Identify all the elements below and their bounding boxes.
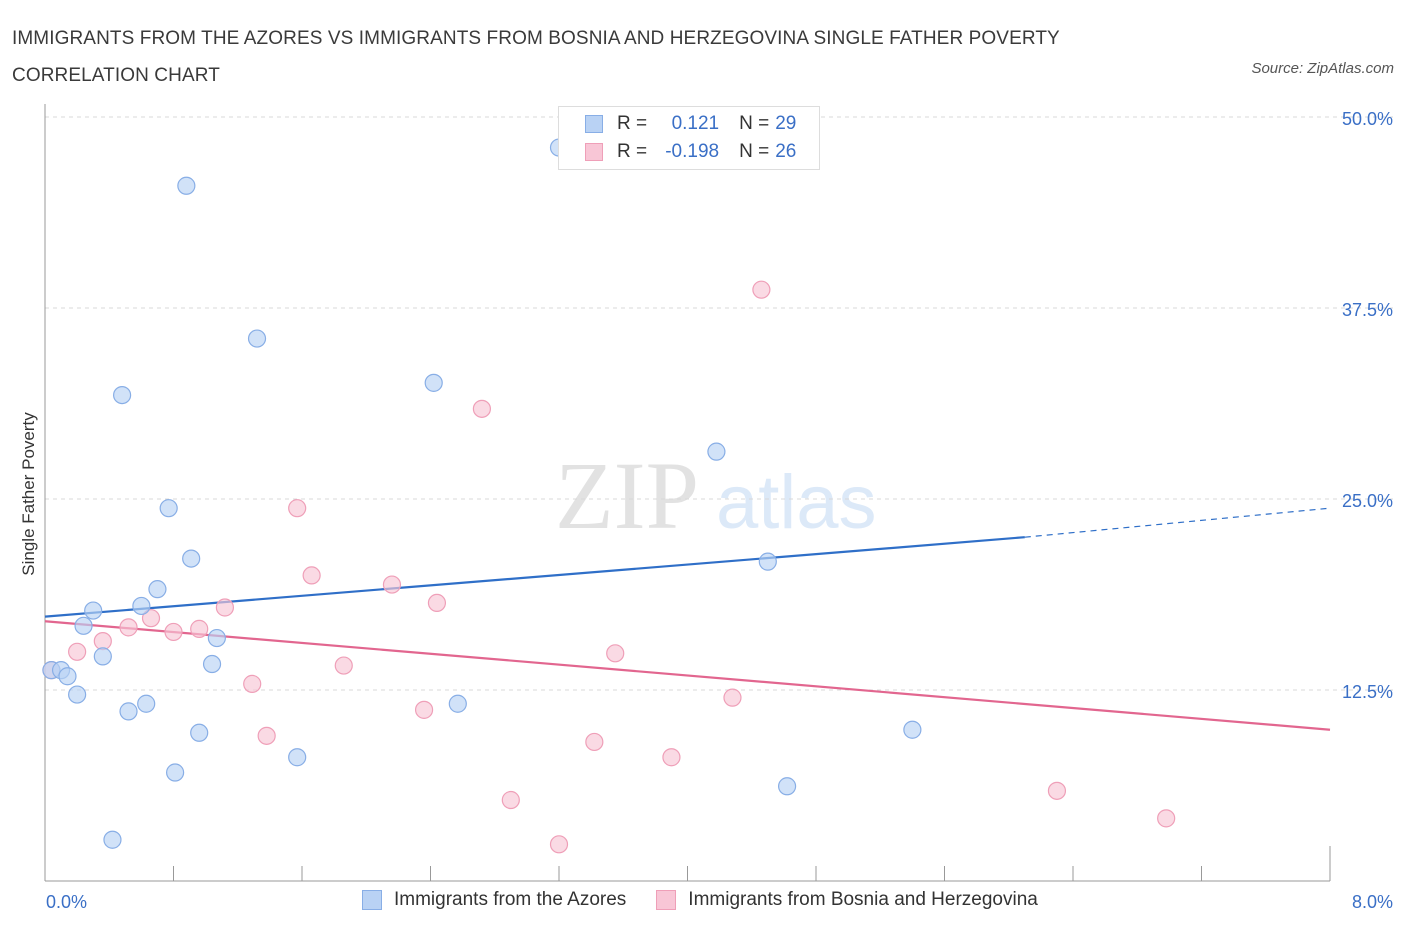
- axes: [44, 104, 1331, 882]
- watermark-atlas: atlas: [716, 460, 877, 545]
- azores-point: [190, 723, 209, 742]
- bosnia-point: [501, 790, 520, 810]
- bosnia-point: [414, 700, 434, 719]
- azores-point: [247, 329, 267, 348]
- azores-point: [137, 694, 156, 713]
- azores-point: [159, 499, 178, 518]
- azores-point: [166, 763, 185, 782]
- azores-legend-swatch: [362, 890, 382, 910]
- azores-point: [132, 596, 151, 616]
- n-value: 29: [775, 113, 797, 134]
- azores-point: [68, 685, 87, 704]
- trend-lines: [44, 507, 1331, 731]
- bosnia-point: [334, 656, 353, 675]
- y-tick-label: 12.5%: [1342, 682, 1393, 702]
- data-points: [42, 138, 1176, 854]
- x-tick-label: 0.0%: [46, 892, 87, 912]
- chart-title: IMMIGRANTS FROM THE AZORES VS IMMIGRANTS…: [12, 28, 1060, 86]
- legend-item-bosnia[interactable]: Immigrants from Bosnia and Herzegovina: [656, 889, 1038, 911]
- bosnia-point: [427, 593, 447, 613]
- r-label: R =: [617, 113, 648, 134]
- bosnia-point: [68, 642, 87, 661]
- tick-labels: 12.5% 25.0% 37.5% 50.0% 0.0% 8.0%: [46, 109, 1393, 912]
- bosnia-point: [606, 644, 625, 663]
- legend-item-azores[interactable]: Immigrants from the Azores: [362, 889, 626, 911]
- bosnia-legend-swatch: [656, 890, 677, 910]
- series-legend: Immigrants from the Azores Immigrants fr…: [362, 889, 1068, 911]
- azores-trend-line: [44, 536, 1025, 618]
- bosnia-point: [302, 566, 321, 585]
- bosnia-point: [752, 280, 771, 299]
- azores-point: [207, 628, 226, 648]
- azores-point: [202, 654, 222, 674]
- y-tick-label: 37.5%: [1342, 300, 1393, 320]
- y-tick-label: 50.0%: [1342, 109, 1393, 129]
- azores-point: [424, 373, 443, 392]
- grid-lines: [45, 116, 1395, 691]
- n-label: N =: [739, 141, 770, 162]
- bosnia-point: [585, 732, 604, 752]
- bosnia-point: [1157, 809, 1176, 828]
- r-value: 0.121: [671, 113, 720, 134]
- bosnia-point: [141, 609, 161, 628]
- azores-point: [103, 830, 122, 849]
- bosnia-point: [215, 598, 234, 617]
- legend-row-bosnia: R = -0.198 N = 26: [585, 139, 796, 165]
- bosnia-swatch: [585, 143, 603, 161]
- bosnia-point: [662, 748, 681, 767]
- correlation-legend: R = 0.121 N = 29 R = -0.198 N = 26: [558, 106, 820, 170]
- bosnia-point: [257, 726, 276, 745]
- azores-point: [93, 647, 112, 666]
- bosnia-point: [549, 835, 569, 854]
- bosnia-point: [1047, 781, 1067, 800]
- azores-point: [777, 777, 797, 796]
- n-value: 26: [775, 141, 797, 162]
- azores-swatch: [585, 115, 603, 133]
- bosnia-trend-line: [44, 620, 1331, 731]
- source-label: Source: ZipAtlas.com: [1251, 60, 1394, 77]
- bosnia-point: [243, 674, 262, 693]
- bosnia-legend-label: Immigrants from Bosnia and Herzegovina: [688, 889, 1038, 910]
- bosnia-point: [723, 688, 742, 707]
- bosnia-point: [382, 575, 402, 594]
- r-value: -0.198: [665, 141, 720, 162]
- azores-trend-extension: [1024, 507, 1331, 538]
- azores-point: [903, 720, 922, 739]
- azores-point: [58, 667, 77, 686]
- legend-row-azores: R = 0.121 N = 29: [585, 111, 796, 137]
- y-axis-label: Single Father Poverty: [19, 412, 38, 576]
- bosnia-point: [472, 399, 491, 418]
- azores-point: [74, 616, 93, 635]
- azores-point: [288, 748, 307, 767]
- bosnia-point: [164, 622, 183, 642]
- bosnia-point: [119, 618, 138, 637]
- azores-point: [148, 580, 167, 599]
- bosnia-point: [288, 499, 307, 518]
- azores-legend-label: Immigrants from the Azores: [394, 889, 627, 910]
- azores-point: [448, 694, 467, 713]
- y-tick-label: 25.0%: [1342, 491, 1393, 511]
- azores-point: [182, 549, 201, 568]
- azores-point: [112, 385, 132, 405]
- azores-point: [177, 176, 196, 195]
- azores-point: [119, 702, 138, 721]
- bosnia-point: [190, 619, 209, 638]
- watermark-zip: ZIP: [555, 442, 699, 549]
- azores-point: [758, 552, 777, 571]
- azores-point: [84, 601, 103, 620]
- n-label: N =: [739, 113, 770, 134]
- azores-point: [707, 442, 726, 461]
- bosnia-point: [93, 632, 112, 651]
- x-tick-label: 8.0%: [1352, 892, 1393, 912]
- r-label: R =: [617, 141, 648, 162]
